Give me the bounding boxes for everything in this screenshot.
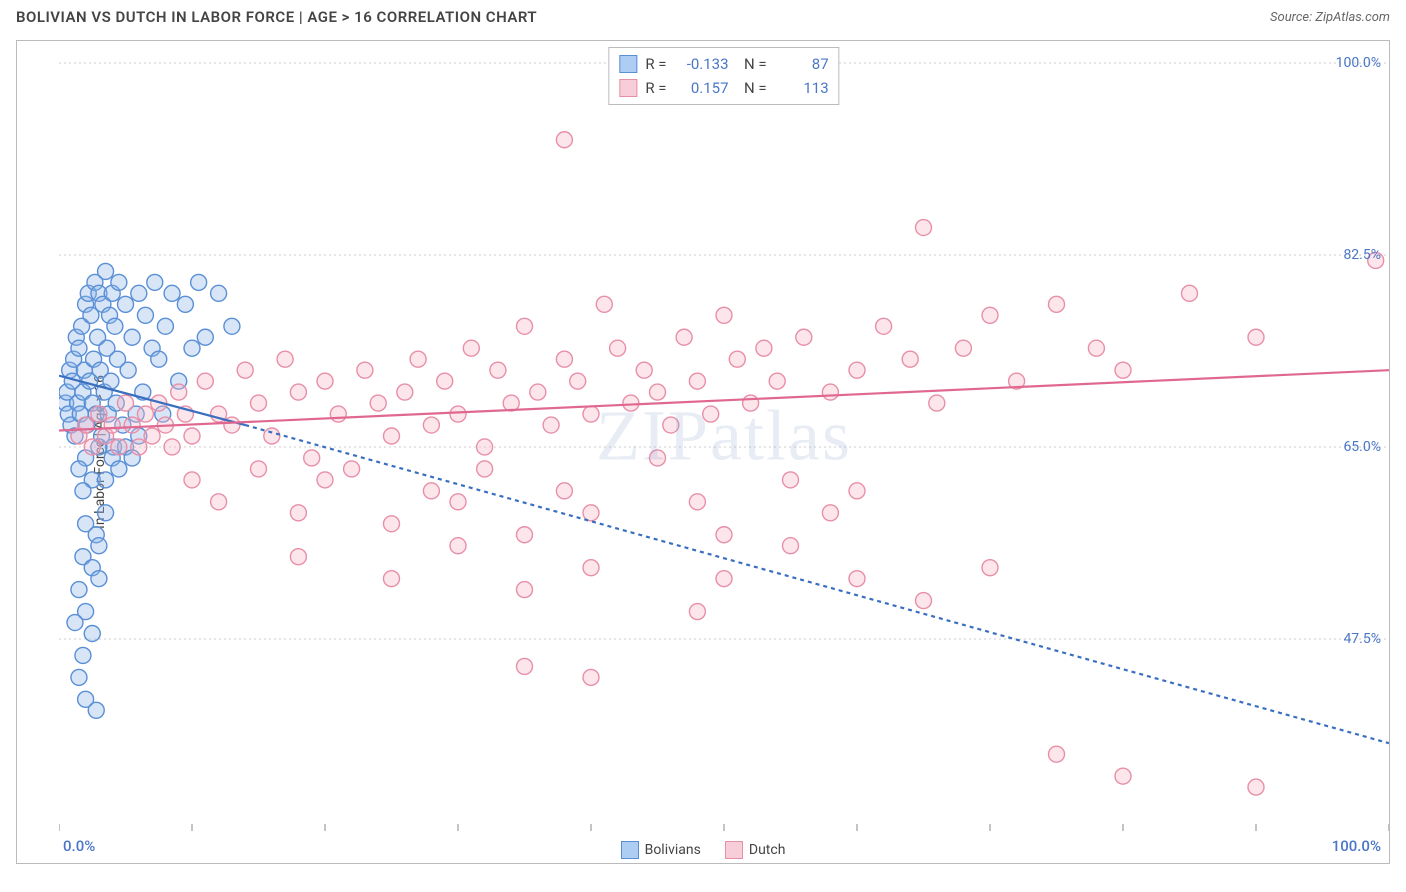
plot-area: ZIPatlas R = -0.133 N = 87 R = 0.157 N =… [59, 41, 1389, 831]
scatter-svg [59, 41, 1389, 831]
legend-row-bolivians: R = -0.133 N = 87 [619, 52, 828, 76]
y-tick-label: 100.0% [1336, 55, 1381, 71]
legend-row-dutch: R = 0.157 N = 113 [619, 76, 828, 100]
swatch-dutch [619, 79, 637, 97]
n-label: N = [737, 76, 767, 100]
n-value-bolivians: 87 [775, 52, 829, 76]
swatch-bolivians [621, 841, 639, 859]
series-legend: Bolivians Dutch [17, 841, 1389, 859]
r-label: R = [645, 76, 666, 100]
legend-label-bolivians: Bolivians [645, 842, 701, 858]
y-tick-label: 47.5% [1343, 631, 1381, 647]
y-tick-label: 82.5% [1343, 247, 1381, 263]
r-value-dutch: 0.157 [675, 76, 729, 100]
swatch-dutch [725, 841, 743, 859]
n-value-dutch: 113 [775, 76, 829, 100]
chart-container: BOLIVIAN VS DUTCH IN LABOR FORCE | AGE >… [0, 0, 1406, 892]
swatch-bolivians [619, 55, 637, 73]
chart-header: BOLIVIAN VS DUTCH IN LABOR FORCE | AGE >… [0, 0, 1406, 32]
r-label: R = [645, 52, 666, 76]
chart-frame: In Labor Force | Age > 16 ZIPatlas R = -… [16, 40, 1390, 864]
legend-item-bolivians: Bolivians [621, 841, 701, 859]
legend-item-dutch: Dutch [725, 841, 786, 859]
chart-title: BOLIVIAN VS DUTCH IN LABOR FORCE | AGE >… [16, 8, 537, 26]
r-value-bolivians: -0.133 [675, 52, 729, 76]
correlation-legend: R = -0.133 N = 87 R = 0.157 N = 113 [608, 47, 839, 105]
legend-label-dutch: Dutch [749, 842, 786, 858]
chart-source: Source: ZipAtlas.com [1270, 10, 1390, 25]
n-label: N = [737, 52, 767, 76]
y-tick-label: 65.0% [1343, 439, 1381, 455]
